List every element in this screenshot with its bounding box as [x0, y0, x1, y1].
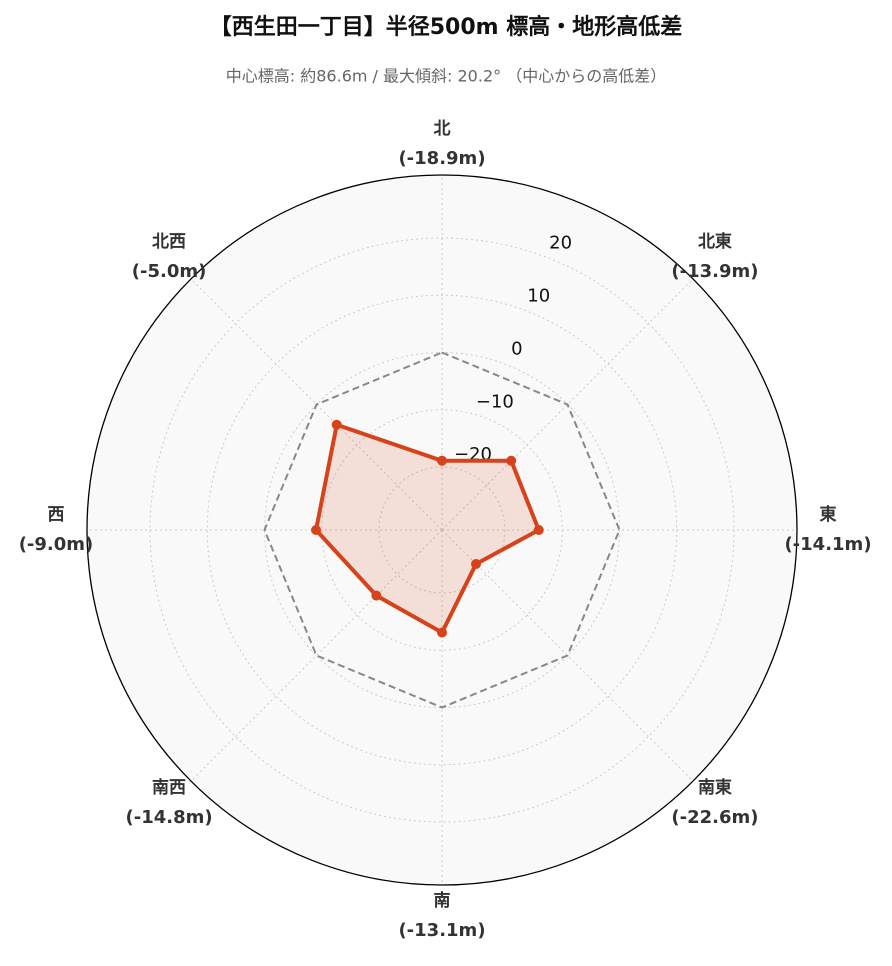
category-label: 北東 [698, 231, 732, 252]
data-point [331, 419, 342, 430]
value-label: (-13.1m) [398, 920, 485, 941]
category-label: 南東 [698, 777, 732, 798]
value-label: (-5.0m) [132, 261, 207, 282]
reference-line [263, 351, 621, 709]
data-point [371, 590, 382, 601]
spoke-line [190, 278, 443, 531]
value-label: (-14.1m) [784, 534, 871, 555]
value-label: (-22.6m) [671, 807, 758, 828]
data-point [437, 455, 447, 466]
category-label: 西 [48, 505, 65, 525]
r-tick-label: 0 [511, 338, 522, 359]
chart-title: 【西生田一丁目】半径500m 標高・地形高低差 [210, 14, 683, 40]
spoke-line [441, 278, 694, 531]
category-label: 北西 [152, 232, 186, 252]
r-tick-label: 10 [527, 285, 550, 306]
data-point [471, 559, 482, 570]
value-label: (-13.9m) [671, 261, 758, 282]
data-point [311, 525, 322, 535]
grid-circle [206, 294, 678, 766]
category-label: 東 [820, 504, 837, 525]
data-point [437, 627, 447, 638]
grid-circle [149, 237, 735, 823]
category-label: 南 [434, 890, 451, 911]
category-label: 北 [434, 119, 451, 139]
spoke-line [441, 529, 694, 782]
plot-border [86, 174, 798, 886]
data-point [533, 525, 544, 535]
r-tick-label: −10 [476, 391, 514, 412]
r-tick-label: 20 [549, 233, 572, 254]
data-point [506, 455, 517, 466]
chart-subtitle: 中心標高: 約86.6m / 最大傾斜: 20.2° （中心からの高低差） [226, 67, 666, 86]
value-label: (-14.8m) [126, 807, 213, 828]
value-label: (-9.0m) [19, 534, 94, 555]
value-label: (-18.9m) [398, 148, 485, 169]
category-label: 南西 [152, 777, 186, 798]
spoke-line [190, 529, 443, 782]
grid-circle [378, 466, 506, 594]
